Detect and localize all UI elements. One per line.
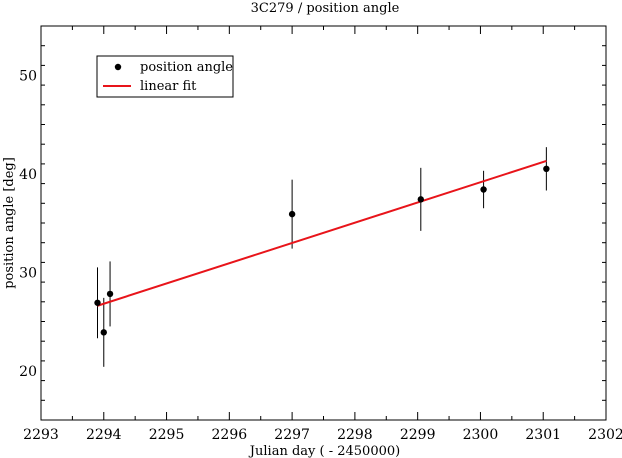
x-axis-ticks: 2293 2294 2295 2296 2297 2298 2299 2300 2301 2302 [23, 26, 622, 443]
y-tick-label: 30 [19, 265, 37, 281]
x-tick-label: 2294 [86, 427, 122, 443]
x-tick-label: 2297 [274, 427, 310, 443]
legend: position angle linear fit [96, 55, 234, 98]
legend-label-position-angle: position angle [140, 60, 233, 75]
y-tick-label: 20 [19, 364, 37, 380]
data-point [543, 165, 550, 173]
y-axis-label: position angle [deg] [2, 157, 17, 289]
data-point [106, 290, 114, 298]
x-tick-label: 2299 [400, 427, 436, 443]
chart-title: 3C279 / position angle [251, 1, 400, 16]
data-point [288, 210, 296, 218]
x-tick-label: 2293 [23, 427, 59, 443]
x-tick-label: 2298 [337, 427, 373, 443]
data-point [480, 186, 487, 193]
fit-line-group [97, 159, 547, 307]
x-tick-label: 2295 [149, 427, 185, 443]
legend-box [96, 55, 234, 98]
data-point [100, 329, 107, 336]
legend-point-marker [114, 63, 122, 71]
x-tick-label: 2300 [463, 427, 499, 443]
x-tick-label: 2301 [525, 427, 561, 443]
x-axis-label: Julian day ( - 2450000) [248, 444, 400, 458]
x-tick-label: 2302 [588, 427, 622, 443]
data-point [94, 299, 101, 306]
error-bars [97, 147, 547, 367]
data-point [417, 196, 425, 203]
y-tick-label: 40 [19, 167, 37, 183]
y-tick-label: 50 [19, 68, 37, 84]
y-axis-ticks: 20 30 40 50 [19, 25, 606, 421]
data-points [94, 165, 550, 336]
legend-label-linear-fit: linear fit [140, 79, 197, 94]
x-tick-label: 2296 [212, 427, 248, 443]
linear-fit-line [97, 159, 547, 307]
